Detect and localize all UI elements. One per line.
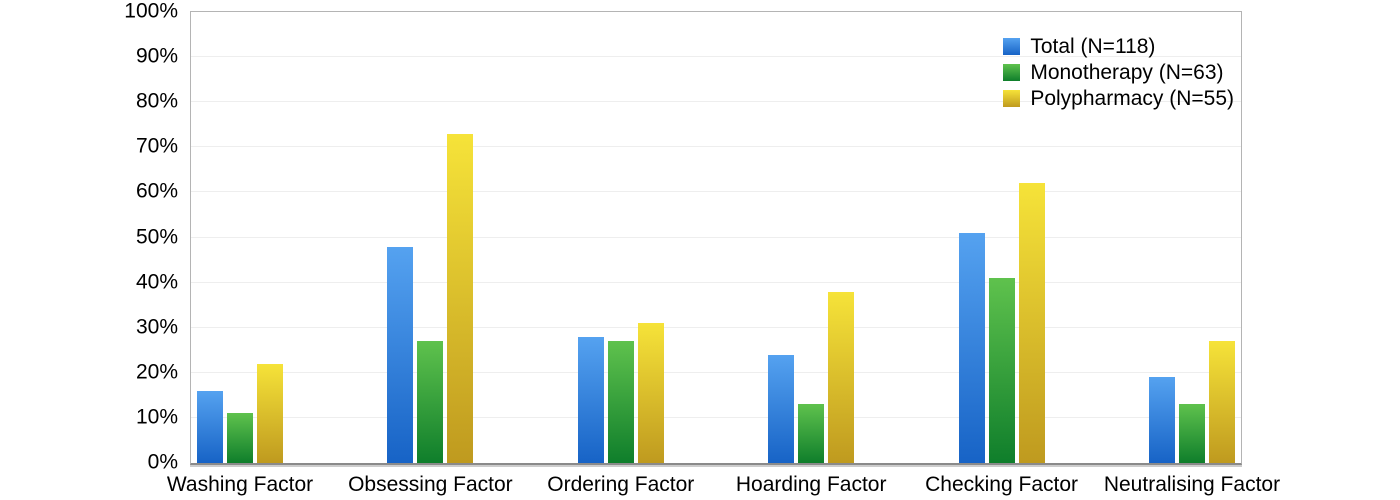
x-axis-category-label: Washing Factor [166,473,314,496]
bar-group: Obsessing Factor [348,12,513,495]
bar [447,133,474,463]
bar [1148,377,1175,463]
bar [577,336,604,463]
bar [257,363,283,463]
y-axis-tick-label: 60% [135,179,178,203]
legend-swatch [1003,38,1021,55]
x-axis-category-label: Ordering Factor [547,473,695,496]
y-axis-tick-label: 50% [135,225,178,248]
gridline [191,56,1241,58]
y-axis-tick-label: 40% [135,270,178,294]
legend-swatch [1003,90,1021,107]
gridline [191,416,1241,418]
legend-label: Polypharmacy (N=55) [1030,87,1234,110]
gridline [191,326,1241,328]
gridline [191,191,1241,193]
y-axis-tick-label: 20% [135,360,178,384]
y-axis-tick-label: 0% [147,450,178,474]
bar [387,246,414,463]
y-axis-tick-label: 90% [135,44,178,68]
legend-item: Monotherapy (N=63) [1003,61,1234,84]
bar [197,390,223,463]
bar [1178,404,1205,463]
bar [958,233,985,463]
bar [637,323,664,463]
y-axis-tick-label: 100% [124,0,178,23]
bar-group: Washing Factor [167,12,313,495]
bar [798,404,825,463]
bar [417,341,444,463]
plot-area: Washing Factor Obsessing Factor Ordering F… [167,11,1280,495]
bar-groups: Washing Factor Obsessing Factor Ordering F… [167,12,1280,495]
legend-item: Polypharmacy (N=55) [1003,87,1234,110]
y-axis-tick-label: 80% [135,89,178,113]
x-axis-category-label: Hoarding Factor [735,473,887,496]
bar-group: Checking Factor [925,12,1078,495]
y-axis-labels: 0% 10% 20% 30% 40% 50% 60% 70% 80% 90% 100% [0,1,178,473]
gridline [191,281,1241,283]
gridline [191,236,1241,238]
x-axis-category-label: Obsessing Factor [348,473,513,496]
legend: Total (N=118) Monotherapy (N=63) Polypharm… [1003,35,1234,110]
y-axis-tick-label: 30% [135,315,178,339]
x-axis-shadow-line [190,465,1242,467]
bar [227,413,253,463]
gridline [191,146,1241,148]
legend-swatch [1003,64,1021,81]
legend-label: Monotherapy (N=63) [1030,61,1224,84]
bar [1208,341,1235,463]
bar-group: Neutralising Factor [1104,12,1280,495]
legend-label: Total (N=118) [1030,35,1156,58]
bar-group: Ordering Factor [547,12,694,495]
gridline [191,371,1241,373]
x-axis-category-label: Neutralising Factor [1103,473,1281,496]
bar [1018,183,1045,463]
bar [607,341,634,463]
legend-item: Total (N=118) [1003,35,1234,58]
gridline [191,101,1241,103]
bar [828,291,855,463]
y-axis-tick-label: 70% [135,134,178,158]
bar [768,354,795,463]
x-axis-category-label: Checking Factor [925,473,1079,496]
bar-group: Hoarding Factor [736,12,886,495]
bar [988,278,1015,463]
y-axis-tick-label: 10% [135,405,178,429]
